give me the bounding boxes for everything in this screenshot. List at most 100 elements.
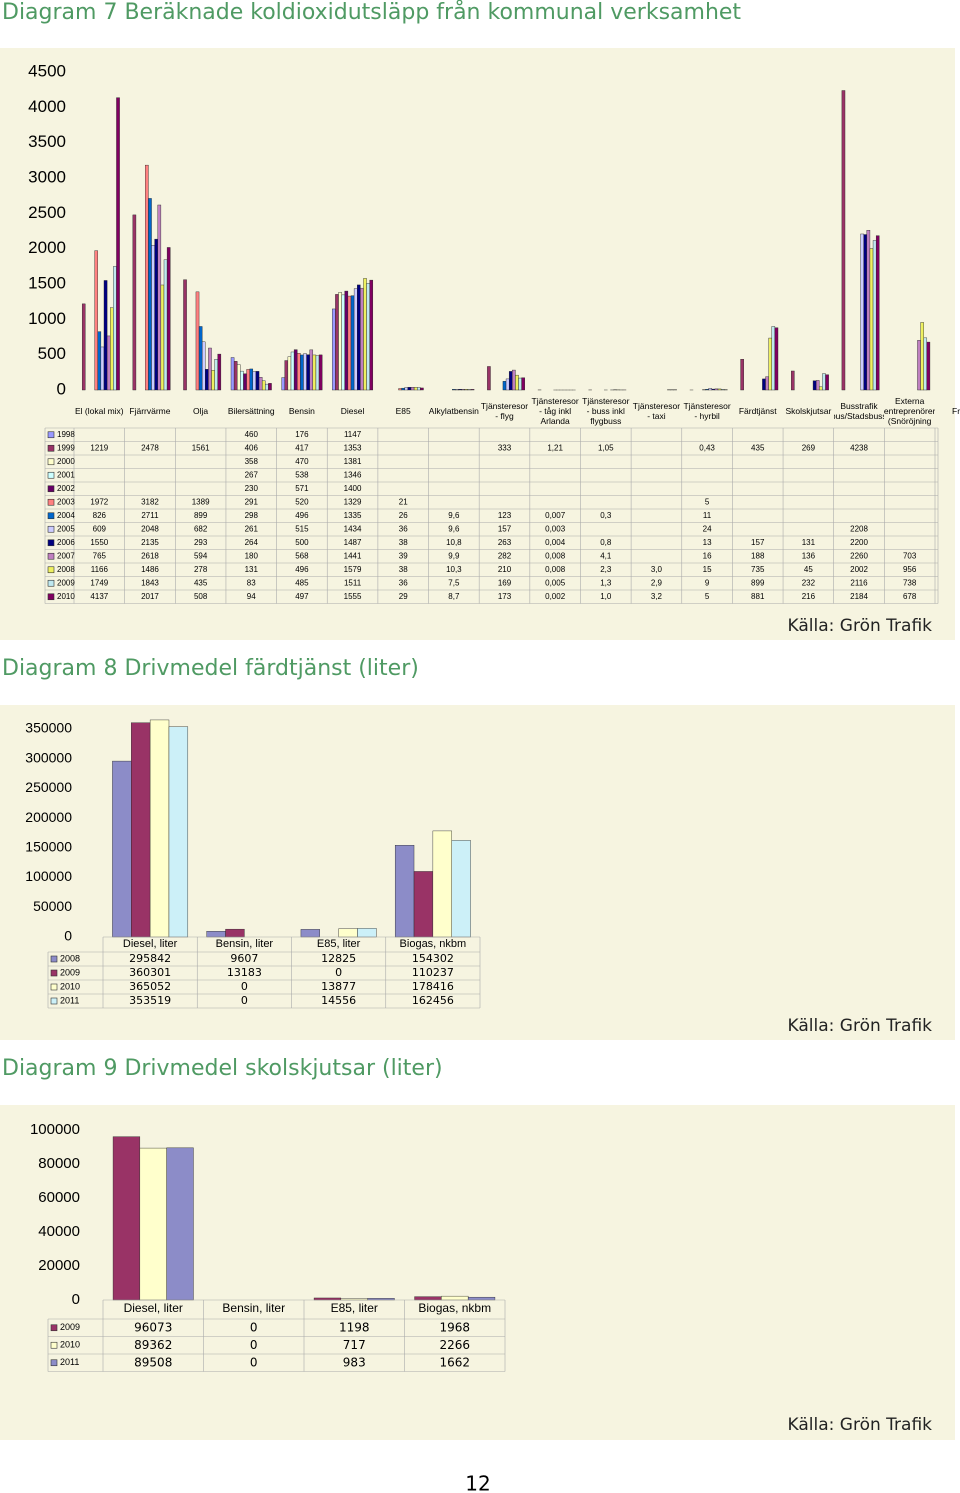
bar (452, 389, 456, 391)
table-cell: 0,004 (545, 538, 566, 547)
table-cell: 38 (399, 538, 408, 547)
source-note: Källa: Grön Trafik (788, 616, 933, 636)
table-cell: 1749 (90, 578, 108, 587)
table-cell: 7,5 (448, 578, 460, 587)
legend-label: 2010 (60, 981, 80, 991)
table-cell: 1561 (192, 443, 210, 452)
bar (132, 214, 137, 391)
x-tick-label: Externa entreprenörer (Snöröjning (884, 396, 935, 426)
table-cell: 2711 (141, 511, 159, 520)
legend-label: 2001 (57, 470, 75, 479)
table-cell: 16 (703, 551, 712, 560)
table-cell: 0,005 (545, 578, 566, 587)
page-number: 12 (465, 1472, 490, 1493)
table-cell: 0 (241, 994, 248, 1007)
legend-swatch (47, 444, 55, 452)
bar (819, 386, 823, 391)
table-cell: 96073 (134, 1320, 172, 1334)
table-cell: 1381 (344, 457, 362, 466)
table-cell: 1346 (344, 470, 362, 479)
table-cell: 881 (751, 592, 765, 601)
table-cell: 9607 (230, 952, 258, 965)
y-tick-label: 60000 (38, 1189, 80, 1206)
x-tick-label: Biogas, nkbm (399, 938, 467, 950)
bar (116, 97, 120, 391)
y-tick-label: 200000 (25, 809, 72, 825)
x-category: Färdtjänst (739, 406, 777, 416)
table-cell: 2260 (850, 551, 868, 560)
bar (246, 369, 250, 391)
bar (347, 295, 352, 391)
bar (705, 389, 709, 391)
table-cell: 176 (295, 430, 309, 439)
chart-title: Diagram 9 Drivmedel skolskjutsar (liter) (2, 1056, 443, 1081)
bar (451, 840, 471, 938)
table-cell: 13877 (321, 980, 356, 993)
y-tick-label: 250000 (25, 779, 72, 795)
bar (398, 388, 402, 391)
legend-label: 1998 (57, 430, 75, 439)
table-cell: 210 (498, 565, 512, 574)
table-cell: 5 (705, 592, 710, 601)
bar (487, 366, 491, 391)
legend-label: 2002 (57, 484, 75, 493)
table-cell: 0,008 (545, 551, 566, 560)
table-cell: 173 (498, 592, 512, 601)
table-cell: 703 (903, 551, 917, 560)
x-category: Olja (193, 406, 208, 416)
y-tick-label: 80000 (38, 1155, 80, 1172)
x-tick-label: Bensin, liter (222, 1301, 286, 1315)
bar (467, 389, 472, 391)
table-cell: 8,7 (448, 592, 460, 601)
table-cell: 269 (802, 443, 816, 452)
bar (518, 377, 522, 391)
table-cell: 216 (802, 592, 816, 601)
bar (714, 388, 719, 391)
table-cell: 3,2 (651, 592, 663, 601)
bar (252, 371, 257, 391)
bar (281, 377, 285, 391)
table-cell: 1,3 (600, 578, 612, 587)
legend-swatch (47, 539, 55, 547)
x-category: Fjärrvärme (129, 406, 171, 416)
x-tick-label: E85, liter (316, 938, 361, 950)
table-cell: 1968 (439, 1320, 470, 1334)
legend-swatch (47, 458, 55, 466)
table-cell: 0 (250, 1355, 258, 1369)
table-cell: 0 (335, 966, 342, 979)
x-category: Busstrafik (Swebus/Stadsbussarna) (834, 401, 885, 421)
table-cell: 4,1 (600, 551, 612, 560)
table-cell: 1662 (439, 1355, 470, 1369)
x-tick-label: Tjänsteresor - tåg inkl Arlanda (531, 396, 579, 426)
bar (97, 331, 102, 391)
x-tick-label: Bensin, liter (215, 938, 274, 950)
table-cell: 365052 (129, 980, 171, 993)
table-cell: 983 (343, 1355, 366, 1369)
x-tick-label: Biogas, nkbm (418, 1301, 492, 1315)
table-cell: 13183 (227, 966, 262, 979)
x-category: Fr til (952, 406, 960, 416)
x-tick-label: Fjärrvärme (129, 406, 171, 416)
bar (233, 361, 238, 391)
bar (313, 1297, 342, 1301)
table-cell: 9,9 (448, 551, 460, 560)
bar (309, 349, 314, 391)
bar (765, 376, 769, 391)
legend-label: 2008 (57, 565, 75, 574)
table-cell: 333 (498, 443, 512, 452)
bar (366, 283, 370, 391)
table-cell: 2002 (850, 565, 868, 574)
x-category: E85 (396, 406, 411, 416)
bar (341, 294, 345, 391)
table-cell: 594 (194, 551, 208, 560)
bar (338, 292, 342, 391)
bar (265, 383, 269, 391)
table-cell: 497 (295, 592, 309, 601)
bar (360, 287, 364, 391)
legend-label: 2011 (60, 995, 79, 1005)
table-cell: 417 (295, 443, 309, 452)
table-cell: 496 (295, 511, 309, 520)
bar (166, 247, 171, 391)
bar (94, 250, 98, 391)
table-cell: 460 (245, 430, 259, 439)
